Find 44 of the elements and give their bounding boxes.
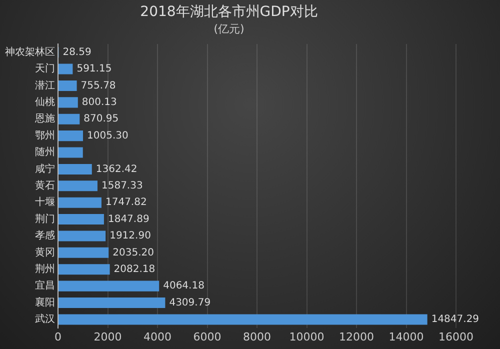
data-label: 1747.82: [105, 197, 147, 208]
y-tick-label: 武汉: [35, 313, 55, 326]
data-label: 1912.90: [110, 230, 151, 242]
data-label: 870.95: [84, 114, 119, 125]
y-tick-label: 宜昌: [35, 280, 55, 292]
x-tick-label: 16000: [438, 330, 474, 344]
y-tick-label: 天门: [35, 62, 55, 75]
chart-title: 2018年湖北各市州GDP对比: [140, 4, 318, 20]
data-label: 4064.18: [163, 280, 204, 292]
data-label: 28.59: [62, 46, 92, 58]
data-label: 1587.33: [101, 180, 143, 192]
data-label: 2082.18: [114, 264, 156, 275]
data-label: 4309.79: [169, 297, 211, 308]
x-tick-label: 6000: [193, 330, 222, 344]
y-tick-label: 十堰: [35, 196, 55, 208]
data-label: 1362.42: [96, 164, 138, 175]
data-label: 800.13: [82, 97, 117, 108]
x-tick-label: 2000: [94, 330, 122, 344]
x-tick-label: 4000: [144, 330, 172, 344]
data-label: 14847.29: [431, 314, 480, 326]
y-tick-label: 咸宁: [35, 162, 55, 175]
y-tick-label: 随州: [35, 146, 55, 158]
data-label: 2035.20: [112, 247, 154, 258]
y-tick-label: 荆门: [35, 212, 55, 225]
data-label: 755.78: [80, 80, 116, 92]
y-tick-label: 襄阳: [35, 296, 55, 308]
x-tick-label: 8000: [243, 330, 271, 344]
y-tick-label: 孝感: [35, 230, 55, 242]
y-tick-label: 黄冈: [35, 246, 55, 258]
x-tick-label: 14000: [388, 330, 424, 344]
data-label: 591.15: [76, 64, 112, 75]
y-tick-label: 荆州: [35, 262, 55, 275]
y-tick-label: 潜江: [35, 79, 55, 92]
data-label: 1005.30: [87, 130, 128, 142]
y-tick-label: 神农架林区: [5, 46, 55, 58]
data-label: 1847.89: [108, 214, 150, 225]
y-tick-label: 鄂州: [35, 129, 55, 142]
chart-subtitle: (亿元): [214, 22, 244, 36]
y-tick-label: 仙桃: [35, 96, 55, 108]
x-tick-label: 0: [54, 330, 62, 344]
y-tick-label: 恩施: [34, 112, 55, 125]
y-tick-label: 黄石: [35, 179, 55, 192]
x-tick-label: 12000: [339, 330, 374, 344]
x-tick-label: 10000: [289, 330, 324, 344]
